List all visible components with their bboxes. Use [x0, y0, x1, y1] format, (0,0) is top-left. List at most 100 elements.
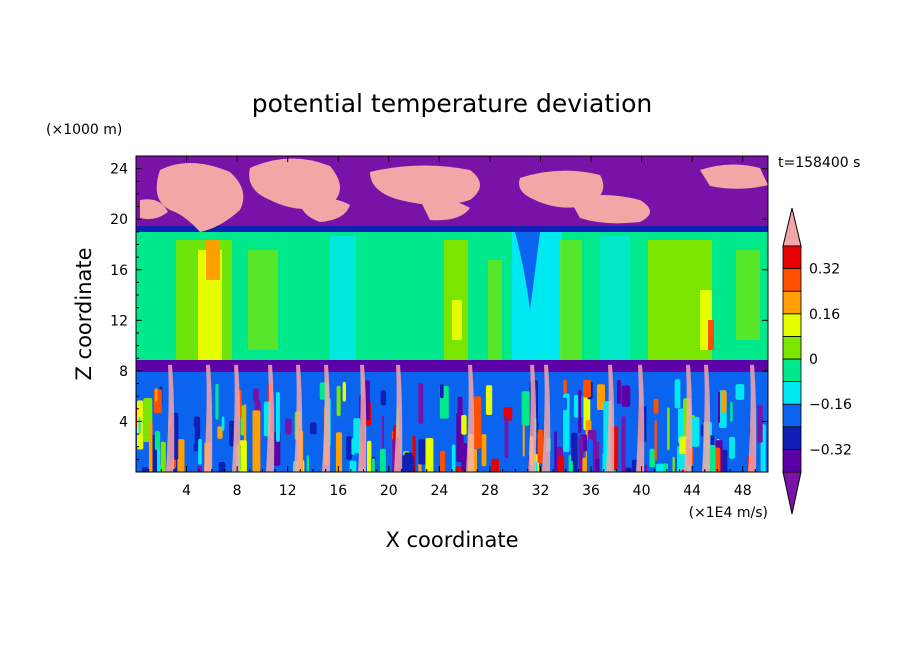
turbulence-cell	[720, 390, 727, 413]
turbulence-cell	[674, 379, 681, 409]
plume	[702, 364, 711, 472]
turbulence-cell	[537, 429, 543, 464]
turbulence-cell	[621, 385, 631, 407]
colorbar-label: −0.32	[809, 442, 852, 458]
contour-field	[136, 156, 888, 472]
turbulence-cell	[730, 401, 733, 422]
turbulence-cell	[556, 446, 563, 472]
turbulence-cell	[701, 424, 704, 437]
turbulence-cell	[335, 432, 343, 472]
colorbar-under-triangle	[782, 471, 802, 515]
turbulence-cell	[380, 390, 387, 406]
turbulence-cell	[451, 444, 456, 472]
turbulence-cell	[709, 445, 716, 472]
turbulence-cell	[160, 441, 166, 472]
turbulence-cell	[508, 461, 513, 472]
y-tick-label: 4	[119, 414, 128, 430]
x-tick-label: 12	[279, 483, 297, 499]
turbulence-cell	[563, 379, 567, 394]
turbulence-cell	[309, 422, 317, 435]
turbulence-cell	[351, 438, 355, 455]
colorbar-segment	[782, 448, 802, 473]
turbulence-cell	[353, 418, 361, 454]
y-tick-label: 20	[110, 212, 128, 228]
turbulence-cell	[192, 426, 195, 445]
turbulence-cell	[521, 391, 530, 426]
x-tick-label: 16	[329, 483, 347, 499]
colorbar-label: −0.16	[809, 397, 852, 413]
x-tick-label: 24	[430, 483, 448, 499]
plume	[232, 364, 241, 472]
turbulence-cell	[218, 462, 226, 472]
chart-title: potential temperature deviation	[252, 89, 652, 118]
colorbar-label: 0.32	[809, 262, 840, 278]
turbulence-cell	[653, 398, 659, 414]
turbulence-cell	[491, 458, 499, 472]
plume	[466, 364, 475, 472]
plume	[880, 365, 888, 472]
turbulence-cell	[578, 436, 584, 472]
y-axis-label: Z coordinate	[72, 247, 96, 380]
plume	[294, 364, 303, 472]
turbulence-cell	[418, 383, 424, 424]
colorbar-segment	[782, 245, 802, 270]
rising-plumes	[166, 364, 888, 472]
turbulence-cell	[757, 404, 763, 443]
x-tick-label: 4	[182, 483, 191, 499]
turbulence-cell	[336, 385, 341, 417]
turbulence-cell	[243, 404, 247, 449]
turbulence-cell	[440, 450, 446, 472]
turbulence-cell	[554, 431, 557, 472]
x-axis-label: X coordinate	[385, 528, 518, 552]
turbulence-cell	[418, 439, 426, 465]
turbulence-cell	[729, 436, 735, 459]
turbulence-cell	[461, 414, 467, 435]
colorbar-segment	[782, 403, 802, 428]
x-tick-label: 36	[582, 483, 600, 499]
turbulence-cell	[631, 459, 638, 472]
turbulence-cell	[229, 420, 234, 447]
x-tick-label: 32	[532, 483, 550, 499]
turbulence-cell	[154, 431, 161, 451]
turbulence-cell	[380, 448, 386, 472]
plume	[394, 364, 403, 472]
turbulence-cell	[504, 415, 509, 459]
turbulence-cell	[649, 448, 656, 468]
x-tick-label: 28	[481, 483, 499, 499]
plume	[856, 365, 864, 472]
y-tick-label: 16	[110, 263, 128, 279]
x-unit-label: (×1E4 m/s)	[689, 505, 768, 521]
turbulence-cell	[221, 416, 225, 431]
plume	[322, 364, 331, 472]
turbulence-cell	[595, 458, 600, 472]
turbulence-cell	[371, 458, 375, 472]
turbulence-cell	[557, 456, 565, 472]
turbulence-cell	[425, 438, 434, 472]
turbulence-cell	[578, 389, 582, 434]
lower-inversion-band	[136, 360, 768, 372]
turbulence-cell	[346, 436, 352, 460]
turbulence-cell	[177, 439, 185, 472]
turbulence-cell	[342, 381, 346, 402]
turbulence-cell	[455, 466, 462, 472]
turbulence-cell	[198, 438, 202, 465]
plume	[358, 364, 367, 472]
turbulence-cell	[148, 421, 153, 472]
turbulence-cell	[572, 445, 577, 472]
turbulence-cell	[644, 464, 648, 472]
turbulence-cell	[617, 379, 621, 405]
colorbar-label: 0	[809, 352, 818, 368]
turbulence-cell	[154, 388, 158, 402]
turbulence-cell	[596, 384, 605, 410]
y-unit-label: (×1000 m)	[46, 122, 122, 138]
turbulence-cell	[586, 439, 593, 472]
y-tick-label: 12	[110, 313, 128, 329]
turbulence-cell	[411, 456, 415, 470]
plume	[684, 364, 693, 472]
plume	[266, 364, 275, 472]
colorbar: −0.32 −0.16 0 0.16 0.32	[782, 207, 852, 515]
upper-inversion-band	[136, 226, 768, 232]
turbulence-cell	[485, 385, 493, 415]
x-tick-label: 40	[633, 483, 651, 499]
turbulence-cell	[555, 469, 560, 472]
